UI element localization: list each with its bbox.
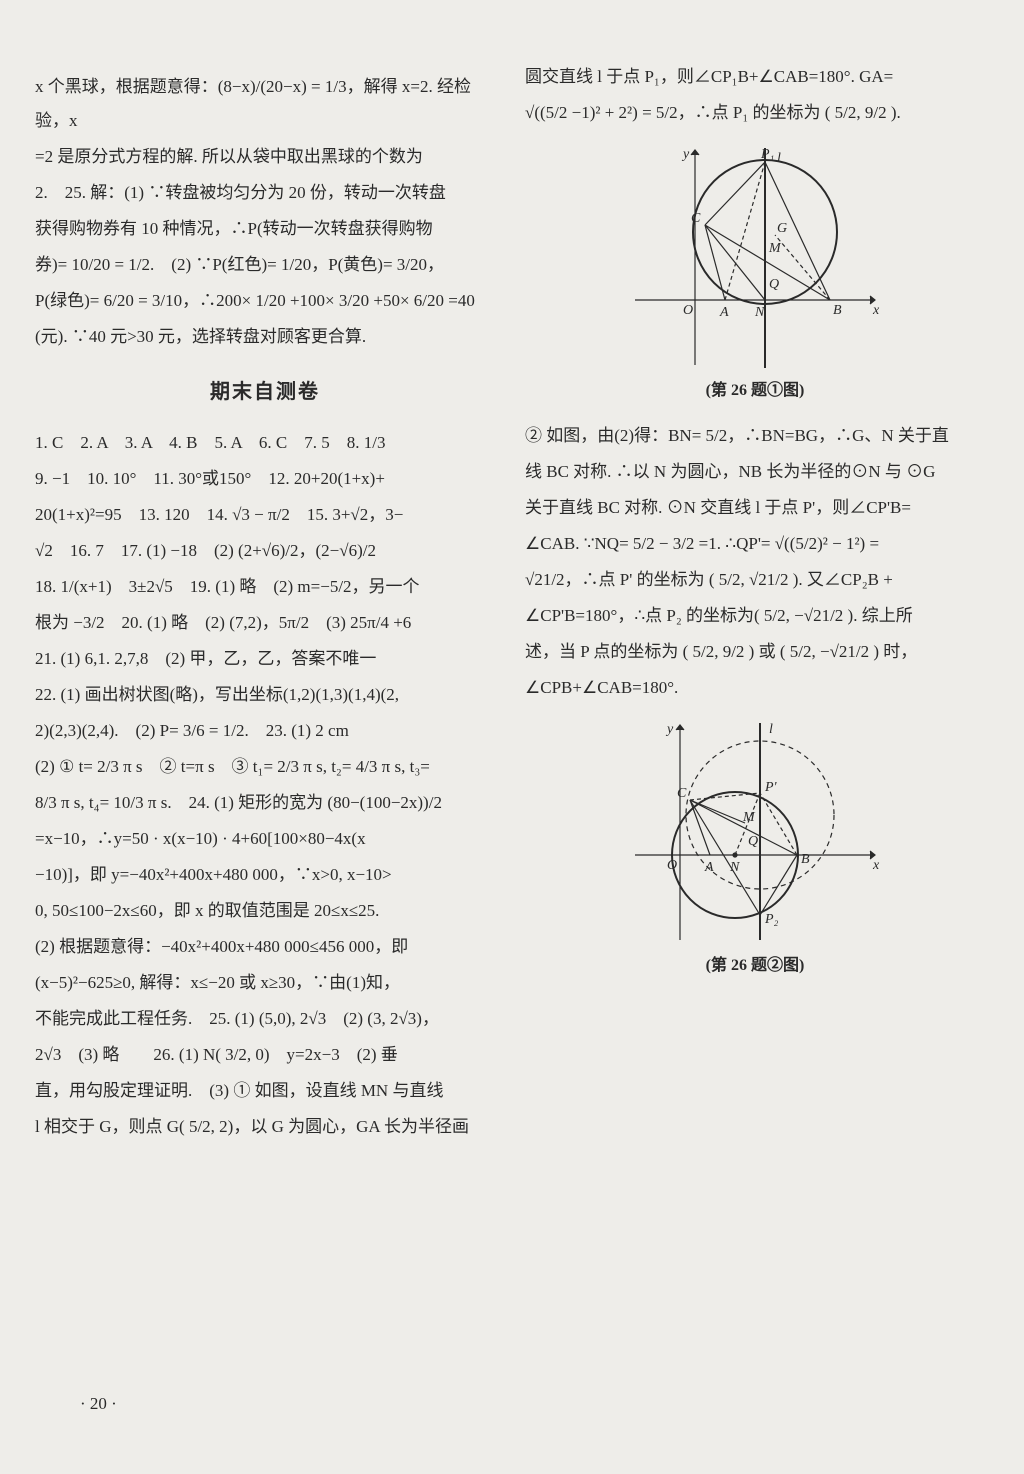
diagram-26-2: O A N B C M Q P' P₂ l x y (625, 715, 885, 945)
right-line: ∠CP'B=180°，∴点 P₂ 的坐标为( 5/2, −√21/2 ). 综上… (525, 599, 985, 633)
answer-line: l 相交于 G，则点 G( 5/2, 2)，以 G 为圆心，GA 长为半径画 (35, 1110, 495, 1144)
label-P2: P₂ (764, 912, 779, 927)
page-number: · 20 · (80, 1394, 117, 1414)
label-A: A (719, 305, 729, 320)
intro-line: P(绿色)= 6/20 = 3/10，∴200× 1/20 +100× 3/20… (35, 284, 495, 318)
answer-line: 0, 50≤100−2x≤60，即 x 的取值范围是 20≤x≤25. (35, 894, 495, 928)
answer-line: 2)(2,3)(2,4). (2) P= 3/6 = 1/2. 23. (1) … (35, 714, 495, 748)
intro-line: (元). ∵40 元>30 元，选择转盘对顾客更合算. (35, 320, 495, 354)
answer-line: 1. C 2. A 3. A 4. B 5. A 6. C 7. 5 8. 1/… (35, 426, 495, 460)
answer-line: 22. (1) 画出树状图(略)，写出坐标(1,2)(1,3)(1,4)(2, (35, 678, 495, 712)
answer-line: 不能完成此工程任务. 25. (1) (5,0), 2√3 (2) (3, 2√… (35, 1002, 495, 1036)
answer-line: √2 16. 7 17. (1) −18 (2) (2+√6)/2，(2−√6)… (35, 534, 495, 568)
right-line: ② 如图，由(2)得：BN= 5/2，∴BN=BG，∴G、N 关于直 (525, 419, 985, 453)
right-line: 述，当 P 点的坐标为 ( 5/2, 9/2 ) 或 ( 5/2, −√21/2… (525, 635, 985, 669)
label-G: G (777, 221, 787, 236)
answer-line: (x−5)²−625≥0, 解得：x≤−20 或 x≥30，∵由(1)知， (35, 966, 495, 1000)
label-N: N (729, 860, 740, 875)
answer-line: (2) ① t= 2/3 π s ② t=π s ③ t₁= 2/3 π s, … (35, 750, 495, 784)
answer-line: 8/3 π s, t₄= 10/3 π s. 24. (1) 矩形的宽为 (80… (35, 786, 495, 820)
label-M: M (742, 810, 756, 825)
page-content: x 个黑球，根据题意得：(8−x)/(20−x) = 1/3，解得 x=2. 经… (35, 60, 985, 1320)
answer-line: 2√3 (3) 略 26. (1) N( 3/2, 0) y=2x−3 (2) … (35, 1038, 495, 1072)
right-line: 线 BC 对称. ∴以 N 为圆心，NB 长为半径的⊙N 与 ⊙G (525, 455, 985, 489)
right-line: √((5/2 −1)² + 2²) = 5/2，∴点 P₁ 的坐标为 ( 5/2… (525, 96, 985, 130)
diagram-1-caption: (第 26 题①图) (525, 375, 985, 407)
right-line: ∠CAB. ∵NQ= 5/2 − 3/2 =1. ∴QP'= √((5/2)² … (525, 527, 985, 561)
label-C: C (691, 211, 701, 226)
diagram-2-caption: (第 26 题②图) (525, 950, 985, 982)
intro-line: 获得购物券有 10 种情况，∴P(转动一次转盘获得购物 (35, 212, 495, 246)
diagram-26-1: O A N B C M G Q P₁ l x y (625, 140, 885, 370)
answer-line: 根为 −3/2 20. (1) 略 (2) (7,2)，5π/2 (3) 25π… (35, 606, 495, 640)
answer-line: 9. −1 10. 10° 11. 30°或150° 12. 20+20(1+x… (35, 462, 495, 496)
right-line: 圆交直线 l 于点 P₁，则∠CP₁B+∠CAB=180°. GA= (525, 60, 985, 94)
label-y: y (665, 722, 674, 737)
label-A: A (704, 860, 714, 875)
right-line: ∠CPB+∠CAB=180°. (525, 671, 985, 705)
intro-line: 券)= 10/20 = 1/2. (2) ∵P(红色)= 1/20，P(黄色)=… (35, 248, 495, 282)
label-P1: P₁ (760, 147, 774, 162)
right-column: 圆交直线 l 于点 P₁，则∠CP₁B+∠CAB=180°. GA= √((5/… (525, 60, 985, 1320)
answer-line: −10)]，即 y=−40x²+400x+480 000，∵x>0, x−10> (35, 858, 495, 892)
label-Q: Q (769, 277, 779, 292)
label-l: l (777, 151, 781, 166)
intro-line: 2. 25. 解：(1) ∵转盘被均匀分为 20 份，转动一次转盘 (35, 176, 495, 210)
label-N: N (754, 305, 765, 320)
label-l: l (769, 722, 773, 737)
right-line: √21/2，∴点 P' 的坐标为 ( 5/2, √21/2 ). 又∠CP₂B … (525, 563, 985, 597)
label-C: C (677, 786, 687, 801)
answer-line: 18. 1/(x+1) 3±2√5 19. (1) 略 (2) m=−5/2，另… (35, 570, 495, 604)
left-column: x 个黑球，根据题意得：(8−x)/(20−x) = 1/3，解得 x=2. 经… (35, 60, 495, 1320)
answer-line: (2) 根据题意得：−40x²+400x+480 000≤456 000，即 (35, 930, 495, 964)
answer-line: 20(1+x)²=95 13. 120 14. √3 − π/2 15. 3+√… (35, 498, 495, 532)
right-line: 关于直线 BC 对称. ⊙N 交直线 l 于点 P'，则∠CP'B= (525, 491, 985, 525)
label-Pp: P' (764, 780, 778, 795)
label-M: M (768, 241, 782, 256)
label-B: B (801, 852, 810, 867)
answer-line: 直，用勾股定理证明. (3) ① 如图，设直线 MN 与直线 (35, 1074, 495, 1108)
label-x: x (872, 858, 880, 873)
label-B: B (833, 303, 842, 318)
label-y: y (681, 147, 690, 162)
intro-line: x 个黑球，根据题意得：(8−x)/(20−x) = 1/3，解得 x=2. 经… (35, 70, 495, 138)
label-Q: Q (748, 834, 758, 849)
intro-line: =2 是原分式方程的解. 所以从袋中取出黑球的个数为 (35, 140, 495, 174)
label-O: O (683, 303, 693, 318)
label-x: x (872, 303, 880, 318)
section-title: 期末自测卷 (35, 372, 495, 412)
answer-line: 21. (1) 6,1. 2,7,8 (2) 甲，乙，乙，答案不唯一 (35, 642, 495, 676)
label-O: O (667, 858, 677, 873)
answer-line: =x−10，∴y=50 · x(x−10) · 4+60[100×80−4x(x (35, 822, 495, 856)
